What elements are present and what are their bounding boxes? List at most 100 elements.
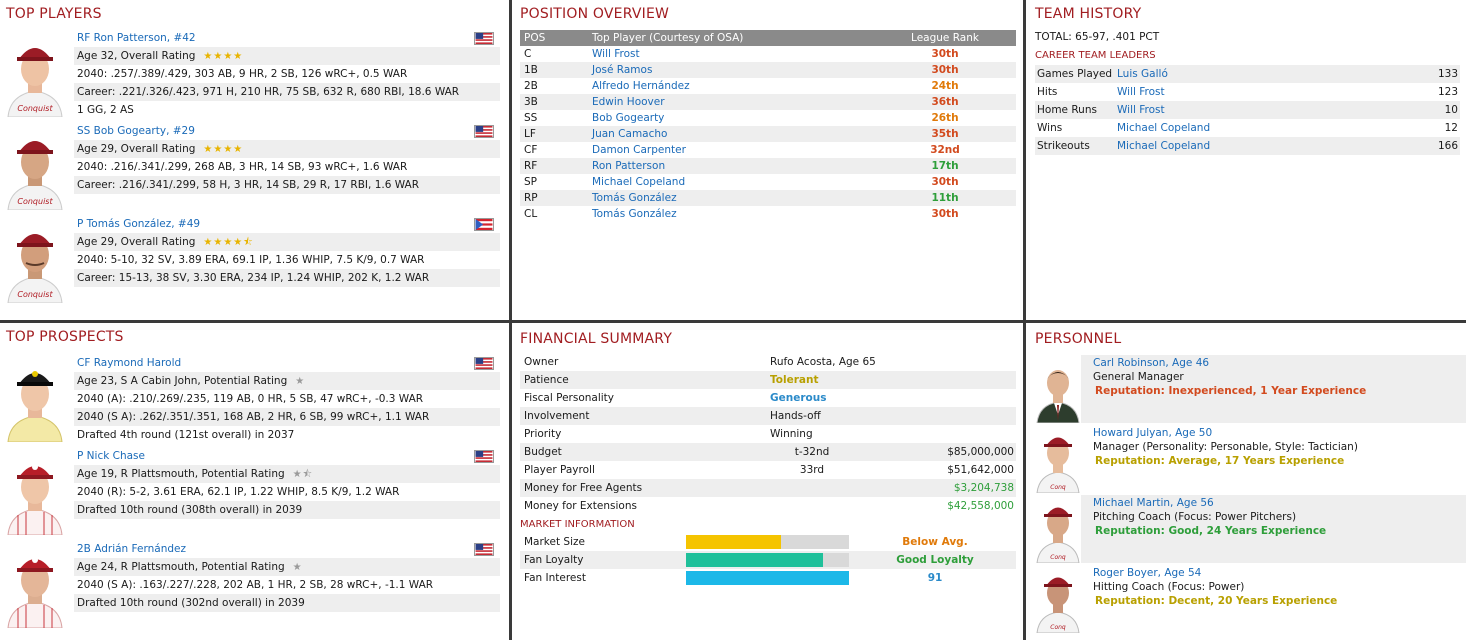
position-row[interactable]: RF Ron Patterson 17th xyxy=(520,158,1016,174)
prospect-card[interactable]: P Nick Chase Age 19, R Plattsmouth, Pote… xyxy=(0,447,500,539)
player-name-link[interactable]: P Tomás González, #49 xyxy=(77,218,201,230)
leader-row: Wins Michael Copeland 12 xyxy=(1035,119,1460,137)
player-name-link[interactable]: SS Bob Gogearty, #29 xyxy=(77,125,195,137)
staff-reputation: Reputation: Decent, 20 Years Experience xyxy=(1095,595,1338,607)
top-player-link[interactable]: Will Frost xyxy=(592,48,640,60)
prospect-age-rating: Age 19, R Plattsmouth, Potential Rating xyxy=(77,468,285,480)
leader-player-link[interactable]: Michael Copeland xyxy=(1117,140,1211,152)
staff-card[interactable]: Conq Michael Martin, Age 56 Pitching Coach… xyxy=(1035,495,1466,563)
position-row[interactable]: 2B Alfredo Hernández 24th xyxy=(520,78,1016,94)
position-overview-title: POSITION OVERVIEW xyxy=(520,6,670,22)
leader-row: Hits Will Frost 123 xyxy=(1035,83,1460,101)
top-player-link[interactable]: Ron Patterson xyxy=(592,160,666,172)
usa-flag-icon xyxy=(474,450,494,463)
prospect-stats: 2040 (R): 5-2, 3.61 ERA, 62.1 IP, 1.22 W… xyxy=(77,486,400,498)
player-career-stats: Career: 15-13, 38 SV, 3.30 ERA, 234 IP, … xyxy=(74,269,500,287)
staff-name-link[interactable]: Roger Boyer, Age 54 xyxy=(1093,567,1202,579)
team-total-record: TOTAL: 65-97, .401 PCT xyxy=(1035,31,1160,43)
top-player-link[interactable]: Tomás González xyxy=(592,208,677,220)
player-card[interactable]: Conquist RF Ron Patterson, #42 Age 32, O… xyxy=(0,29,500,121)
position-row[interactable]: C Will Frost 30th xyxy=(520,46,1016,62)
svg-text:Conq: Conq xyxy=(1050,484,1066,491)
top-player-link[interactable]: Damon Carpenter xyxy=(592,144,686,156)
top-player-link[interactable]: Juan Camacho xyxy=(592,128,668,140)
market-bar-track xyxy=(686,553,849,567)
usa-flag-icon xyxy=(474,543,494,556)
financial-row: Priority Winning xyxy=(520,425,1016,443)
top-players-panel: TOP PLAYERS Conquist RF Ron Patterson, #… xyxy=(0,0,509,320)
prospect-age-rating: Age 23, S A Cabin John, Potential Rating xyxy=(77,375,288,387)
financial-label: Player Payroll xyxy=(524,464,595,476)
leader-player-link[interactable]: Will Frost xyxy=(1117,86,1165,98)
market-row: Market Size Below Avg. xyxy=(520,533,1016,551)
financial-label: Patience xyxy=(524,374,569,386)
financial-row: Player Payroll 33rd $51,642,000 xyxy=(520,461,1016,479)
prospect-name-link[interactable]: P Nick Chase xyxy=(77,450,145,462)
financial-label: Fiscal Personality xyxy=(524,392,615,404)
market-bar-fill xyxy=(686,535,781,549)
position-row[interactable]: CF Damon Carpenter 32nd xyxy=(520,142,1016,158)
leader-player-link[interactable]: Luis Galló xyxy=(1117,68,1168,80)
league-rank: 11th xyxy=(931,192,959,204)
top-player-link[interactable]: Edwin Hoover xyxy=(592,96,665,108)
top-player-link[interactable]: Michael Copeland xyxy=(592,176,686,188)
staff-name-link[interactable]: Carl Robinson, Age 46 xyxy=(1093,357,1210,369)
svg-text:Conquist: Conquist xyxy=(17,197,53,206)
league-rank: 30th xyxy=(931,208,959,220)
leader-player-link[interactable]: Will Frost xyxy=(1117,104,1165,116)
prospect-stats: 2040 (S A): .163/.227/.228, 202 AB, 1 HR… xyxy=(77,579,434,591)
market-row: Fan Loyalty Good Loyalty xyxy=(520,551,1016,569)
prospect-draft-info: Drafted 10th round (302nd overall) in 20… xyxy=(74,594,500,612)
position-row[interactable]: LF Juan Camacho 35th xyxy=(520,126,1016,142)
staff-name-link[interactable]: Howard Julyan, Age 50 xyxy=(1093,427,1213,439)
leader-row: Home Runs Will Frost 10 xyxy=(1035,101,1460,119)
leader-player-link[interactable]: Michael Copeland xyxy=(1117,122,1211,134)
team-history-title: TEAM HISTORY xyxy=(1035,6,1142,22)
player-name-link[interactable]: RF Ron Patterson, #42 xyxy=(77,32,196,44)
top-player-link[interactable]: Alfredo Hernández xyxy=(592,80,690,92)
financial-amount: $85,000,000 xyxy=(947,446,1014,458)
market-info-title: MARKET INFORMATION xyxy=(520,519,635,530)
player-awards: 1 GG, 2 AS xyxy=(77,104,134,116)
player-portrait: Conquist xyxy=(4,217,66,303)
rating-stars-icon: ★★★★⯪ xyxy=(203,237,254,248)
staff-role: Hitting Coach (Focus: Power) xyxy=(1093,581,1245,593)
rating-stars-icon: ★ xyxy=(292,562,303,573)
player-portrait: Conquist xyxy=(4,124,66,210)
staff-name-link[interactable]: Michael Martin, Age 56 xyxy=(1093,497,1214,509)
financial-value: Rufo Acosta, Age 65 xyxy=(770,356,876,368)
player-portrait xyxy=(4,542,66,628)
financial-summary-title: FINANCIAL SUMMARY xyxy=(520,331,673,347)
prospect-draft-info: Drafted 4th round (121st overall) in 203… xyxy=(77,429,295,441)
position-code: RF xyxy=(524,160,538,172)
prospect-card[interactable]: 2B Adrián Fernández Age 24, R Plattsmout… xyxy=(0,540,500,632)
leader-row: Strikeouts Michael Copeland 166 xyxy=(1035,137,1460,155)
top-player-link[interactable]: Tomás González xyxy=(592,192,677,204)
position-row[interactable]: SS Bob Gogearty 26th xyxy=(520,110,1016,126)
market-value: 91 xyxy=(927,572,943,584)
position-row[interactable]: SP Michael Copeland 30th xyxy=(520,174,1016,190)
prospect-name-link[interactable]: 2B Adrián Fernández xyxy=(77,543,186,555)
position-row[interactable]: RP Tomás González 11th xyxy=(520,190,1016,206)
svg-text:Conq: Conq xyxy=(1050,554,1066,561)
position-row[interactable]: 1B José Ramos 30th xyxy=(520,62,1016,78)
staff-card[interactable]: Carl Robinson, Age 46 General Manager Repu… xyxy=(1035,355,1466,423)
leader-value: 123 xyxy=(1437,86,1458,98)
prospect-card[interactable]: CF Raymond Harold Age 23, S A Cabin John… xyxy=(0,354,500,446)
position-row[interactable]: CL Tomás González 30th xyxy=(520,206,1016,222)
position-code: SS xyxy=(524,112,538,124)
player-card[interactable]: Conquist P Tomás González, #49 Age 29, O… xyxy=(0,215,500,307)
position-row[interactable]: 3B Edwin Hoover 36th xyxy=(520,94,1016,110)
staff-card[interactable]: Conq Roger Boyer, Age 54 Hitting Coach (Fo… xyxy=(1035,565,1466,633)
svg-text:Conquist: Conquist xyxy=(17,104,53,113)
leader-stat-label: Hits xyxy=(1037,86,1058,98)
financial-label: Money for Extensions xyxy=(524,500,637,512)
top-player-link[interactable]: José Ramos xyxy=(592,64,653,76)
puerto-rico-flag-icon xyxy=(474,218,494,231)
prospect-name-link[interactable]: CF Raymond Harold xyxy=(77,357,182,369)
player-card[interactable]: Conquist SS Bob Gogearty, #29 Age 29, Ov… xyxy=(0,122,500,214)
staff-card[interactable]: Conq Howard Julyan, Age 50 Manager (Person… xyxy=(1035,425,1466,493)
financial-value: Generous xyxy=(770,392,827,404)
prospect-draft-info: Drafted 10th round (308th overall) in 20… xyxy=(74,501,500,519)
top-player-link[interactable]: Bob Gogearty xyxy=(592,112,665,124)
